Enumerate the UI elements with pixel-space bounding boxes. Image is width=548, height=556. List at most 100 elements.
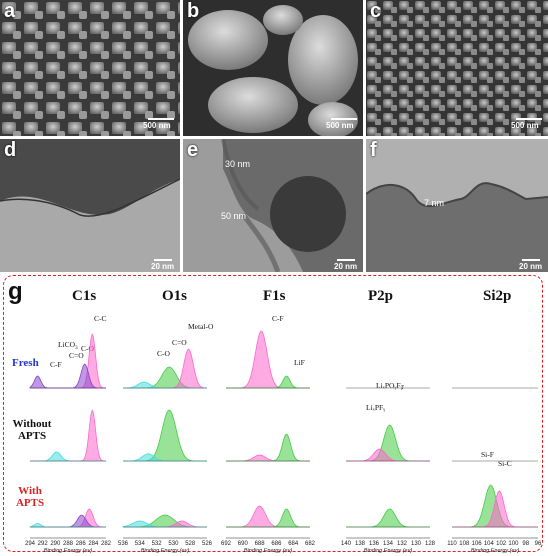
x-tick-label: 110	[447, 541, 457, 547]
row-label-with-line2: APTS	[15, 497, 45, 509]
column-header-f1s: F1s	[263, 288, 286, 304]
x-tick-label: 284	[88, 541, 99, 547]
scale-label-d: 20 nm	[151, 262, 175, 271]
x-tick-label: 292	[38, 541, 49, 547]
row-label-fresh: Fresh	[12, 357, 39, 369]
x-tick-label: 286	[76, 541, 87, 547]
x-tick-label: 98	[522, 541, 529, 547]
x-tick-label: 532	[152, 541, 163, 547]
tem-image-d	[0, 139, 180, 272]
sem-panel-a: a 500 nm	[0, 0, 180, 136]
x-tick-label: 526	[202, 541, 213, 547]
scale-label-a: 500 nm	[143, 121, 171, 130]
x-tick-label: 536	[118, 541, 129, 547]
panel-label-c: c	[370, 0, 382, 22]
x-tick-label: 102	[496, 541, 507, 547]
tem-thickness-label-1: 30 nm	[225, 159, 251, 169]
x-tick-label: 96	[535, 541, 542, 547]
tem-panel-d: d 20 nm	[0, 139, 180, 272]
fit-peak	[30, 508, 106, 528]
x-tick-label: 290	[50, 541, 61, 547]
scale-bar-c	[516, 118, 542, 120]
x-tick-label: 282	[101, 541, 112, 547]
panel-label-d: d	[4, 139, 17, 161]
panel-label-b: b	[187, 0, 200, 22]
sem-panel-c: c 500 nm	[366, 0, 548, 136]
peak-label-f-cf: C-F	[272, 314, 284, 323]
x-tick-label: 132	[397, 541, 408, 547]
row-label-without-line1: Without	[12, 418, 52, 430]
x-tick-label: 688	[255, 541, 266, 547]
x-tick-label: 106	[472, 541, 483, 547]
fit-peak	[30, 409, 106, 462]
scale-label-c: 500 nm	[511, 121, 539, 130]
peak-label-c-cc: C-C	[94, 314, 107, 323]
x-tick-label: 682	[305, 541, 316, 547]
sem-panel-b: b 500 nm	[183, 0, 363, 136]
x-tick-label: 100	[508, 541, 519, 547]
column-header-si2p: Si2p	[483, 288, 512, 304]
x-tick-label: 294	[25, 541, 36, 547]
panel-label-g: g	[8, 278, 23, 305]
row-label-with-apts: With APTS	[10, 485, 50, 509]
scale-label-e: 20 nm	[334, 262, 358, 271]
tem-panel-e: e 30 nm 50 nm 20 nm	[183, 139, 363, 272]
xps-panel-frame	[3, 275, 543, 552]
x-tick-label: 288	[63, 541, 74, 547]
x-tick-label: 690	[238, 541, 249, 547]
x-tick-label: 684	[288, 541, 299, 547]
scale-label-f: 20 nm	[519, 262, 543, 271]
sem-image-c	[366, 0, 548, 136]
x-tick-label: 534	[135, 541, 146, 547]
fit-peak	[346, 508, 430, 528]
tem-panel-f: f 7 nm 20 nm	[366, 139, 548, 272]
x-tick-label: 134	[383, 541, 394, 547]
x-axis-title: Binding Energy (ev)	[141, 548, 189, 554]
x-tick-label: 130	[411, 541, 422, 547]
tem-thickness-label-2: 50 nm	[221, 211, 247, 221]
row-label-with-line1: With	[18, 485, 42, 497]
peak-label-c-co: C-O	[81, 344, 95, 353]
peak-label-f-lif: LiF	[294, 358, 305, 367]
scale-bar-a	[148, 118, 174, 120]
x-tick-label: 140	[341, 541, 352, 547]
x-tick-label: 528	[185, 541, 196, 547]
x-tick-label: 136	[369, 541, 380, 547]
x-axis-title: Binding Energy (ev)	[364, 548, 412, 554]
column-header-o1s: O1s	[162, 288, 188, 304]
peak-label-p-lipof: LiₓPOᵧF𝓏	[376, 381, 405, 391]
axes-layer: 294 292 290 288 286 284 282 Binding Energy (ev)…	[25, 537, 542, 554]
x-axis-title: Binding Energy (ev)	[44, 548, 92, 554]
peak-label-si-f: Si-F	[481, 450, 494, 459]
row-label-without-line2: APTS	[17, 430, 47, 442]
x-tick-label: 108	[459, 541, 470, 547]
fit-peak	[226, 505, 310, 528]
scale-bar-f	[522, 259, 540, 261]
tem-image-f	[366, 139, 548, 272]
peak-label-si-c: Si-C	[498, 459, 512, 468]
tem-thickness-label-f: 7 nm	[424, 198, 445, 208]
x-tick-label: 686	[271, 541, 282, 547]
sem-image-b	[183, 0, 363, 136]
x-tick-label: 138	[355, 541, 366, 547]
scale-bar-d	[154, 259, 172, 261]
x-tick-label: 692	[221, 541, 232, 547]
row-label-without-apts: Without APTS	[10, 418, 54, 442]
fit-peak	[346, 424, 430, 462]
column-header-c1s: C1s	[72, 288, 97, 304]
x-axis-title: Binding Energy (ev)	[471, 548, 519, 554]
peak-label-p-lipf: LiₓPFᵧ	[366, 403, 385, 413]
scale-bar-e	[337, 259, 355, 261]
peak-label-c-cf: C-F	[50, 360, 62, 369]
x-tick-label: 128	[425, 541, 436, 547]
panel-label-f: f	[370, 139, 377, 161]
x-axis-title: Binding Energy (ev)	[244, 548, 292, 554]
peak-label-c-lico3: LiCO3	[58, 340, 78, 351]
x-tick-label: 530	[168, 541, 179, 547]
peak-label-o-co: C-O	[157, 349, 171, 358]
peak-label-c-co-double: C=O	[69, 351, 84, 360]
column-header-p2p: P2p	[368, 288, 394, 304]
tem-image-e	[183, 139, 363, 272]
fit-peak	[123, 409, 207, 462]
